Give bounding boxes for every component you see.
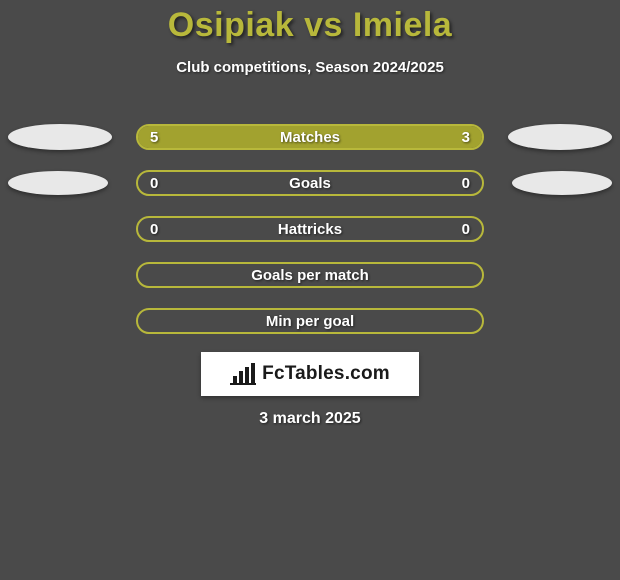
stat-label: Matches bbox=[280, 129, 340, 146]
stat-label: Min per goal bbox=[266, 313, 354, 330]
stat-bar: 0 0 Goals bbox=[136, 170, 484, 196]
stat-value-right: 0 bbox=[462, 175, 470, 192]
page-title: Osipiak vs Imiela bbox=[0, 0, 620, 45]
player-left-avatar bbox=[8, 124, 112, 150]
stat-row: 5 3 Matches bbox=[0, 124, 620, 170]
brand-badge[interactable]: FcTables.com bbox=[201, 352, 419, 396]
stat-value-right: 3 bbox=[462, 129, 470, 146]
stat-label: Hattricks bbox=[278, 221, 342, 238]
stat-value-left: 0 bbox=[150, 175, 158, 192]
bar-chart-icon bbox=[230, 363, 256, 385]
player-left-avatar bbox=[8, 171, 108, 195]
stat-label: Goals bbox=[289, 175, 331, 192]
stat-row: Goals per match bbox=[0, 262, 620, 308]
brand-text: FcTables.com bbox=[262, 363, 390, 385]
stat-bar: 0 0 Hattricks bbox=[136, 216, 484, 242]
generation-date: 3 march 2025 bbox=[0, 410, 620, 428]
player-right-avatar bbox=[512, 171, 612, 195]
stat-row: 0 0 Goals bbox=[0, 170, 620, 216]
stat-bar: Min per goal bbox=[136, 308, 484, 334]
stat-row: 0 0 Hattricks bbox=[0, 216, 620, 262]
subtitle: Club competitions, Season 2024/2025 bbox=[0, 59, 620, 76]
stat-value-left: 0 bbox=[150, 221, 158, 238]
comparison-card: Osipiak vs Imiela Club competitions, Sea… bbox=[0, 0, 620, 580]
stat-label: Goals per match bbox=[251, 267, 369, 284]
stat-bar: Goals per match bbox=[136, 262, 484, 288]
stat-row: Min per goal bbox=[0, 308, 620, 354]
stats-section: 5 3 Matches 0 0 Goals 0 0 Hattricks Goals per mat… bbox=[0, 124, 620, 354]
stat-bar: 5 3 Matches bbox=[136, 124, 484, 150]
stat-value-left: 5 bbox=[150, 129, 158, 146]
stat-value-right: 0 bbox=[462, 221, 470, 238]
player-right-avatar bbox=[508, 124, 612, 150]
